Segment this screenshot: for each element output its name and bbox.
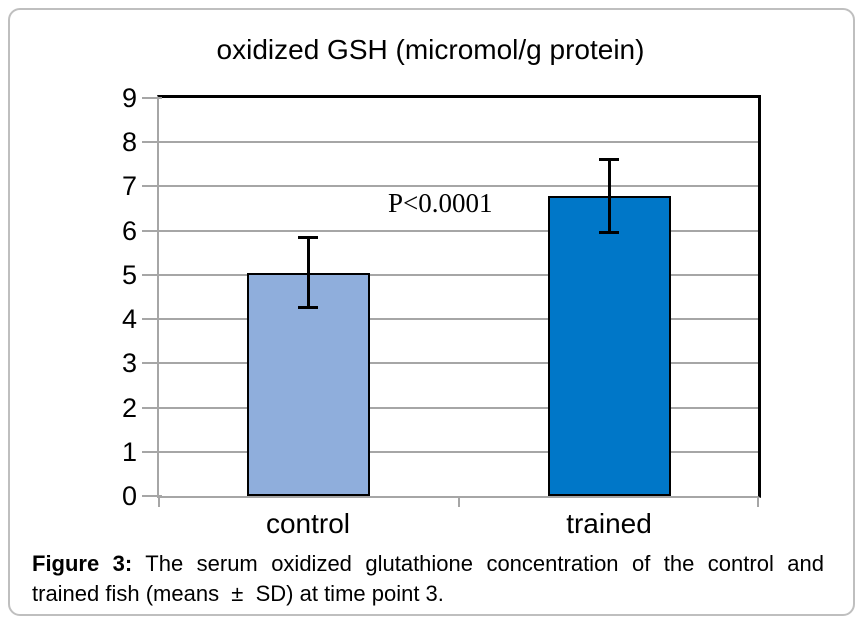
gridline-y3: [159, 362, 758, 365]
y-axis-label-6: 6: [121, 215, 137, 246]
error-bar-line-control: [306, 237, 310, 308]
p-value-annotation: P<0.0001: [388, 188, 493, 218]
x-axis-label-trained: trained: [566, 508, 652, 539]
y-axis-label-4: 4: [121, 304, 137, 335]
chart-title: oxidized GSH (micromol/g protein): [216, 34, 645, 65]
caption-line-2: trained fish (means ± SD) at time point …: [32, 581, 444, 606]
figure-number-label: Figure 3:: [32, 551, 133, 576]
bar-control: [246, 272, 370, 496]
y-axis-tick-0: [142, 495, 162, 497]
gridline-y7: [159, 185, 758, 188]
y-axis-tick-2: [142, 406, 162, 409]
x-axis-tick-2: [757, 498, 759, 507]
y-axis-label-5: 5: [121, 259, 137, 290]
y-axis-label-7: 7: [121, 171, 137, 202]
y-axis-label-8: 8: [121, 127, 137, 158]
error-bar-cap-bottom-trained: [599, 230, 619, 234]
error-bar-cap-top-trained: [599, 157, 619, 161]
y-axis-label-1: 1: [121, 436, 137, 467]
y-axis-tick-5: [142, 273, 162, 276]
y-axis-tick-3: [142, 362, 162, 365]
error-bar-cap-bottom-control: [298, 306, 318, 310]
y-axis-tick-1: [142, 450, 162, 453]
y-axis-tick-8: [142, 141, 162, 144]
caption-line-1: Figure 3: The serum oxidized glutathione…: [32, 549, 824, 579]
plot-area: 0 1 2 3 4 5 6 7 8 9 control trained: [122, 83, 761, 539]
x-axis-label-control: control: [265, 508, 351, 539]
figure-caption: Figure 3: The serum oxidized glutathione…: [32, 549, 824, 609]
gridline-y8: [159, 141, 758, 144]
x-axis-tick-1: [457, 498, 460, 507]
y-axis-tick-4: [142, 318, 162, 321]
x-axis-tick-0: [158, 498, 160, 507]
error-bar-line-trained: [607, 159, 611, 233]
y-axis-tick-7: [142, 185, 162, 188]
gridline-y6: [159, 229, 758, 232]
bar-trained: [547, 195, 671, 496]
y-axis-tick-6: [142, 229, 162, 232]
error-bar-cap-top-control: [298, 236, 318, 240]
caption-line-1-text: The serum oxidized glutathione concentra…: [145, 551, 824, 576]
gridline-y1: [159, 450, 758, 453]
y-axis-label-0: 0: [121, 481, 137, 511]
y-axis-label-2: 2: [121, 392, 137, 423]
y-axis-tick-9: [142, 97, 162, 99]
gridline-y2: [159, 406, 758, 409]
gridline-y4: [159, 318, 758, 321]
gridline-y5: [159, 273, 758, 276]
y-axis-label-9: 9: [121, 83, 137, 113]
y-axis-label-3: 3: [121, 348, 137, 379]
